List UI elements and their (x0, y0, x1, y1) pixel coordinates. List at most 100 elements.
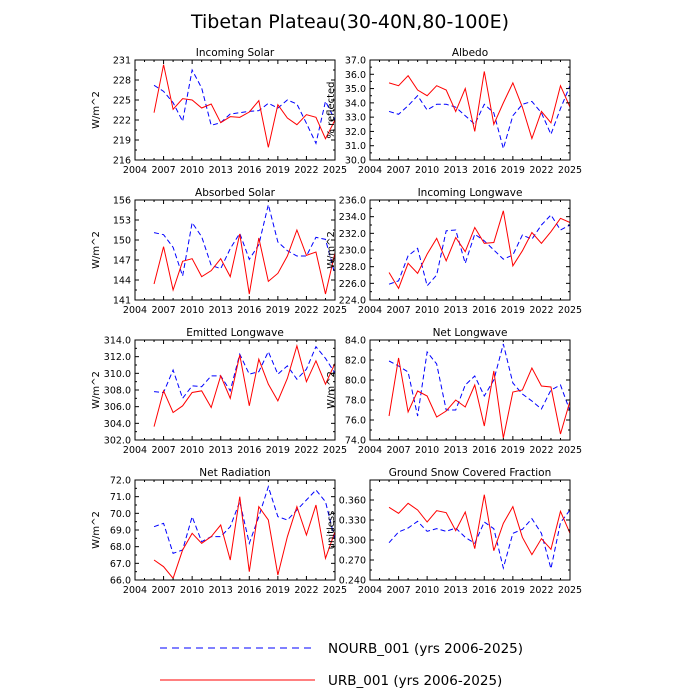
x-tick-label: 2007 (386, 165, 410, 176)
x-tick-label: 2010 (180, 305, 204, 316)
x-tick-label: 2016 (472, 165, 496, 176)
panel-ground-snow-covered-fraction: 2004 2007 2010 2013 2016 2019 2022 20250.2400.2… (326, 467, 582, 596)
y-tick-label: 36.0 (345, 70, 366, 81)
series-line-nourb (153, 204, 336, 277)
panel-title: Incoming Solar (196, 47, 275, 59)
x-tick-label: 2013 (444, 305, 468, 316)
x-tick-label: 2004 (358, 165, 382, 176)
y-tick-label: 72.0 (110, 476, 131, 487)
figure-title: Tibetan Plateau(30-40N,80-100E) (190, 11, 509, 33)
y-tick-label: 34.0 (345, 98, 366, 109)
y-tick-label: 0.240 (339, 576, 366, 587)
x-tick-label: 2007 (151, 445, 175, 456)
x-tick-label: 2025 (323, 165, 347, 176)
x-tick-label: 2004 (358, 305, 382, 316)
x-tick-label: 2019 (266, 445, 290, 456)
y-tick-label: 222 (113, 116, 131, 127)
x-tick-label: 2022 (529, 165, 553, 176)
x-tick-label: 2004 (123, 445, 147, 456)
panel-net-radiation: 2004 2007 2010 2013 2016 2019 2022 2025 66.0 67.0… (91, 467, 347, 596)
y-tick-label: 76.0 (345, 416, 366, 427)
x-tick-label: 2019 (501, 305, 525, 316)
y-tick-label: 304.0 (104, 419, 131, 430)
series-line-urb (388, 71, 571, 141)
y-tick-label: 0.270 (339, 556, 366, 567)
y-tick-label: 69.0 (110, 526, 131, 537)
x-tick-label: 2004 (123, 585, 147, 596)
y-tick-label: 216 (113, 156, 131, 167)
y-tick-label: 310.0 (104, 369, 131, 380)
y-tick-label: 228.0 (339, 262, 366, 273)
x-tick-label: 2022 (529, 305, 553, 316)
y-axis-label: % reflected (326, 81, 337, 138)
x-tick-label: 2016 (237, 165, 261, 176)
series-line-nourb (154, 345, 336, 400)
x-tick-label: 2004 (358, 445, 382, 456)
y-tick-label: 82.0 (345, 356, 366, 367)
x-tick-label: 2022 (294, 305, 318, 316)
y-tick-label: 314.0 (104, 336, 131, 347)
x-tick-label: 2010 (180, 445, 204, 456)
y-tick-label: 30.0 (345, 156, 366, 167)
plot-frame (134, 59, 336, 161)
panel-title: Emitted Longwave (186, 327, 284, 339)
panel-title: Albedo (452, 47, 488, 59)
y-axis-label: W/m^2 (326, 371, 337, 409)
panel-albedo: 2004 2007 2010 2013 2016 2019 2022 202530.031.0… (326, 47, 582, 176)
x-tick-label: 2010 (415, 585, 439, 596)
y-axis-label: W/m^2 (91, 511, 102, 549)
series-line-nourb (153, 68, 336, 145)
x-tick-label: 2013 (444, 165, 468, 176)
x-tick-label: 2010 (180, 585, 204, 596)
x-tick-label: 2010 (415, 305, 439, 316)
x-tick-label: 2013 (444, 445, 468, 456)
x-tick-label: 2025 (558, 165, 582, 176)
y-tick-label: 225 (113, 96, 131, 107)
x-tick-label: 2022 (294, 585, 318, 596)
chart-panels: 2004 2007 2010 2013 2016 2019 2022 2025 216 219 22… (91, 47, 582, 596)
series-line-urb (153, 228, 336, 295)
x-tick-label: 2013 (209, 445, 233, 456)
panel-title: Net Longwave (433, 327, 508, 339)
y-tick-label: 31.0 (345, 141, 366, 152)
series-line-urb (153, 64, 336, 148)
y-tick-label: 306.0 (104, 402, 131, 413)
panel-emitted-longwave: 2004 2007 2010 2013 2016 2019 2022 2025 302.0 304… (91, 327, 347, 456)
y-tick-label: 312.0 (104, 352, 131, 363)
series-line-nourb (153, 485, 336, 554)
x-tick-label: 2022 (529, 585, 553, 596)
x-tick-label: 2004 (123, 165, 147, 176)
legend: NOURB_001 (yrs 2006-2025) URB_001 (yrs 2… (160, 641, 523, 689)
y-tick-label: 0.330 (339, 516, 366, 527)
x-tick-label: 2019 (501, 585, 525, 596)
x-tick-label: 2016 (237, 585, 261, 596)
y-tick-label: 147 (113, 256, 131, 267)
y-tick-label: 33.0 (345, 113, 366, 124)
y-tick-label: 141 (113, 296, 131, 307)
y-tick-label: 234.0 (339, 212, 366, 223)
y-axis-label: W/m^2 (326, 231, 337, 269)
y-tick-label: 144 (113, 276, 131, 287)
series-line-urb (388, 494, 571, 556)
y-tick-label: 228 (113, 76, 131, 87)
y-tick-label: 153 (113, 216, 131, 227)
x-tick-label: 2004 (358, 585, 382, 596)
y-tick-label: 66.0 (110, 576, 131, 587)
x-tick-label: 2013 (209, 165, 233, 176)
x-tick-label: 2010 (415, 445, 439, 456)
y-tick-label: 156 (113, 196, 131, 207)
x-tick-label: 2022 (529, 445, 553, 456)
y-tick-label: 226.0 (339, 279, 366, 290)
y-tick-label: 224.0 (339, 296, 366, 307)
x-tick-label: 2013 (209, 305, 233, 316)
x-tick-label: 2019 (501, 165, 525, 176)
y-tick-label: 68.0 (110, 542, 131, 553)
x-tick-label: 2025 (558, 445, 582, 456)
x-tick-label: 2013 (444, 585, 468, 596)
x-tick-label: 2019 (266, 165, 290, 176)
series-line-urb (153, 343, 336, 427)
y-tick-label: 74.0 (345, 436, 366, 447)
y-tick-label: 70.0 (110, 509, 131, 520)
y-tick-label: 71.0 (110, 492, 131, 503)
